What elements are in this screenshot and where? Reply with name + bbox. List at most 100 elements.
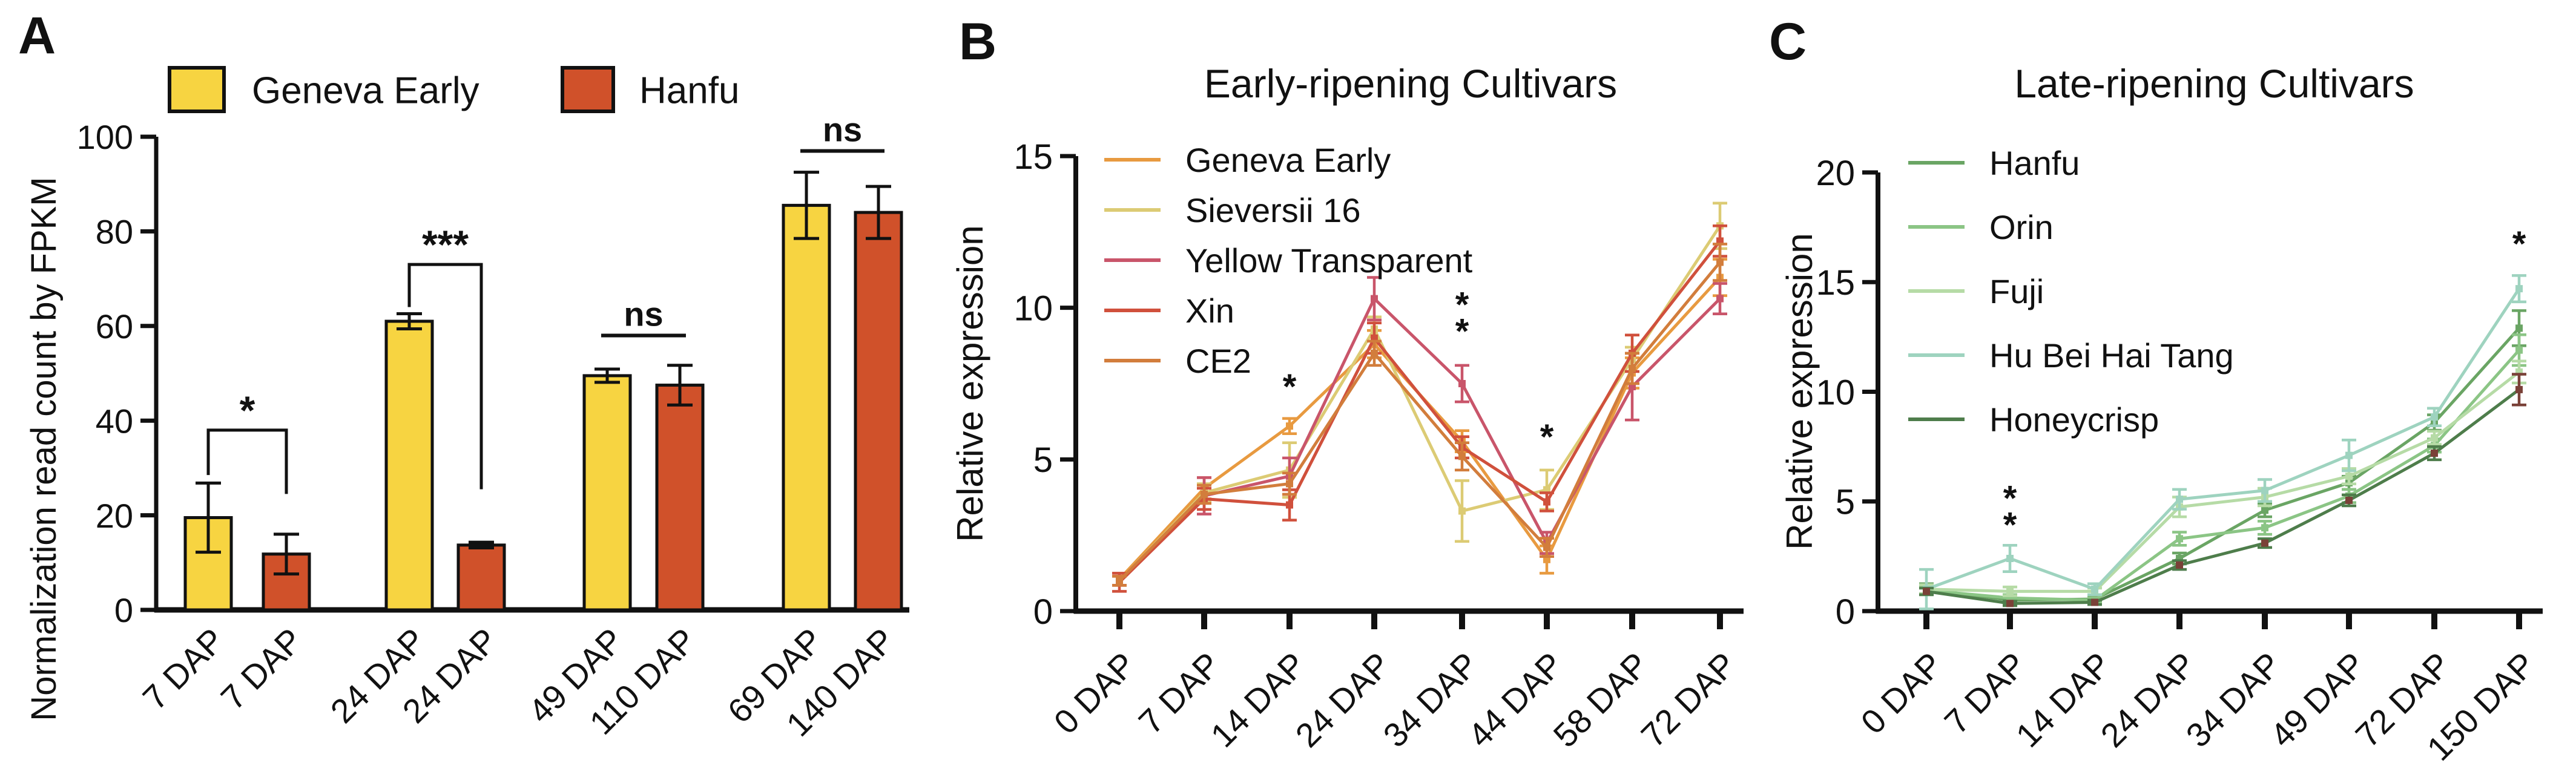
y-tick-label: 20 [96, 497, 133, 535]
data-point [1201, 490, 1208, 498]
series-line-hu-bei-hai-tang [1926, 287, 2521, 591]
data-point [2261, 486, 2268, 494]
data-point [1716, 295, 1724, 303]
legend-label-honeycrisp: Honeycrisp [1989, 401, 2159, 439]
data-point [1543, 543, 1550, 551]
legend: Geneva Early Sieversii 16 Yellow Transpare… [1104, 141, 1473, 380]
x-tick-label: 14 DAP [2008, 645, 2118, 755]
data-point [1716, 258, 1724, 266]
sig-label: * [240, 388, 255, 433]
y-tick-label: 20 [1816, 154, 1855, 193]
y-axis: 0 5 10 15 20 Relative expression [1779, 154, 1880, 632]
legend-label-geneva-early: Geneva Early [1185, 141, 1391, 179]
y-tick-label: 60 [96, 307, 133, 345]
legend-swatch-geneva-early [168, 66, 226, 113]
x-tick-label: 24 DAP [2093, 645, 2202, 755]
panel-b: B Early-ripening Cultivars 0 5 10 15 Relativ… [920, 0, 1756, 766]
sig-star: * [1455, 286, 1469, 325]
y-tick-label: 5 [1033, 440, 1053, 480]
x-tick-label: 0 DAP [1853, 645, 1949, 741]
series-ce2 [1112, 243, 1727, 587]
data-point [2345, 473, 2353, 480]
y-tick-label: 10 [1816, 373, 1855, 412]
legend-label-xin: Xin [1185, 292, 1234, 330]
y-tick-label: 0 [114, 591, 133, 629]
legend: Geneva Early Hanfu [168, 66, 739, 113]
x-ticks [1923, 611, 2522, 629]
legend-label-hanfu: Hanfu [1989, 144, 2080, 182]
data-point [2345, 451, 2353, 459]
data-point [2176, 561, 2183, 569]
significance-annotations: **** [1283, 286, 1554, 457]
x-tick-label: 72 DAP [1633, 645, 1743, 755]
data-point [2176, 496, 2183, 503]
series-line-honeycrisp [1926, 388, 2520, 605]
panel-a-letter: A [18, 7, 56, 65]
x-tick-label: 0 DAP [1046, 645, 1142, 741]
bar-geneva-early-69-dap [782, 203, 831, 612]
panel-a-bar-chart: 0 20 40 60 80 100 Normalization read count by … [24, 66, 909, 744]
error-bar [196, 481, 221, 554]
sig-star: * [2512, 224, 2526, 264]
data-point [2006, 600, 2014, 607]
bar-geneva-early-49-dap [582, 374, 632, 612]
data-point [1116, 577, 1123, 584]
x-tick-label: 7 DAP [135, 621, 231, 717]
data-point [2261, 506, 2268, 514]
data-point [1286, 422, 1293, 430]
y-axis-label: Relative expression [950, 225, 990, 542]
significance-annotations: *** [2003, 224, 2526, 545]
error-bar [469, 540, 494, 550]
error-bar [794, 171, 819, 240]
data-point [1543, 498, 1550, 506]
x-tick-label: 34 DAP [1375, 645, 1485, 755]
x-ticks [1116, 611, 1723, 629]
x-tick-label: 14 DAP [1203, 645, 1313, 755]
y-tick-label: 15 [1013, 137, 1053, 177]
legend-label-fuji: Fuji [1989, 272, 2044, 310]
y-tick-label: 10 [1013, 289, 1053, 329]
series-line-yellow-transparent [1118, 296, 1721, 582]
sig-label: ns [823, 110, 862, 148]
y-axis: 0 5 10 15 Relative expression [950, 137, 1078, 632]
x-tick-label: 49 DAP [2262, 645, 2372, 755]
data-point [1371, 295, 1378, 303]
data-point [1629, 364, 1636, 372]
panel-c-letter: C [1769, 13, 1807, 71]
legend-label-hanfu: Hanfu [639, 70, 739, 111]
data-point [2006, 588, 2014, 595]
legend-label-yellow-transparent: Yellow Transparent [1185, 241, 1473, 280]
panel-c-title: Late-ripening Cultivars [2014, 61, 2414, 106]
sig-star: * [1283, 367, 1297, 407]
panel-c: C Late-ripening Cultivars 0 5 10 15 20 Relati… [1756, 0, 2576, 766]
data-point [2345, 496, 2353, 504]
x-tick-label: 34 DAP [2178, 645, 2288, 755]
series-line-fuji [1926, 370, 2520, 593]
data-point [2091, 585, 2098, 593]
data-point [1458, 380, 1466, 387]
x-tick-label: 7 DAP [213, 621, 309, 717]
data-point [1458, 453, 1466, 460]
series-line-ce2 [1118, 261, 1721, 582]
sig-star: * [2003, 505, 2017, 545]
data-point [2431, 434, 2438, 442]
data-point [2515, 324, 2523, 332]
error-bar [274, 532, 299, 576]
bar-hanfu-110-dap [655, 384, 705, 612]
legend-swatch-hanfu [561, 66, 615, 113]
error-bar [595, 367, 620, 384]
sig-star: * [2003, 479, 2017, 518]
bar-hanfu-24-dap [456, 543, 506, 612]
data-point [2515, 385, 2523, 393]
y-axis-label: Relative expression [1779, 233, 1820, 550]
error-bar [667, 364, 693, 407]
data-point [1286, 501, 1293, 509]
data-point [2261, 539, 2268, 547]
series-line-orin [1926, 349, 2520, 602]
